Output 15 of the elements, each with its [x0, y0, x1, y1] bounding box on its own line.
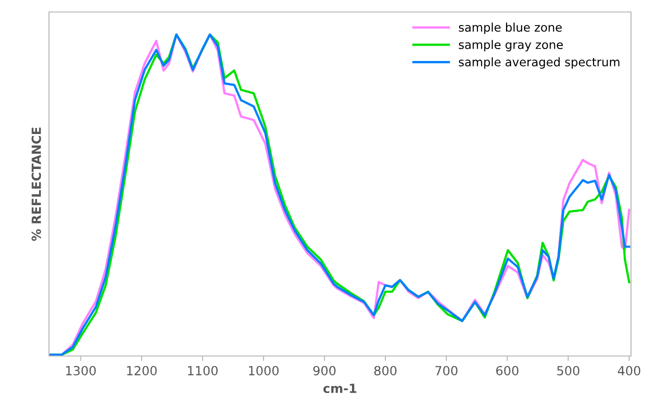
x-tick-label: 800: [374, 366, 396, 376]
x-tick-label: 900: [313, 366, 336, 376]
x-tick-label: 400: [618, 366, 640, 376]
x-axis-title: cm-1: [323, 384, 356, 394]
x-tick-label: 1100: [188, 366, 218, 376]
x-tick-label: 1300: [66, 366, 96, 376]
legend-label: sample blue zone: [458, 22, 562, 34]
x-tick-label: 600: [496, 366, 518, 376]
legend-label: sample averaged spectrum: [458, 57, 620, 69]
x-tick-label: 500: [557, 366, 580, 376]
x-tick-label: 1200: [127, 366, 157, 376]
x-tick-label: 700: [435, 366, 458, 376]
y-axis-title: % REFLECTANCE: [32, 128, 42, 241]
legend-label: sample gray zone: [458, 40, 563, 52]
x-tick-label: 1000: [248, 366, 279, 376]
